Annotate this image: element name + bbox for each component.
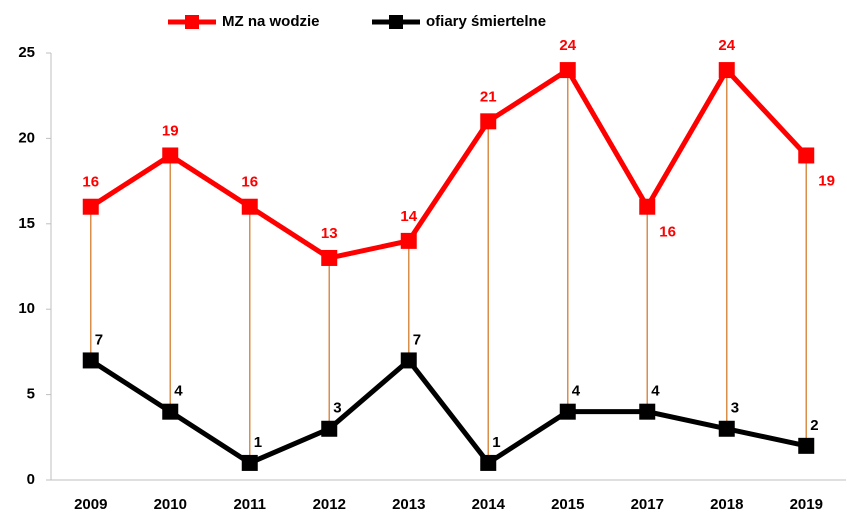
marker (82, 198, 99, 215)
x-tick-label: 2013 (392, 496, 425, 513)
marker (321, 420, 338, 437)
x-tick-label: 2012 (313, 496, 346, 513)
data-label: 1 (254, 434, 262, 451)
x-tick-label: 2009 (74, 496, 107, 513)
marker (241, 198, 258, 215)
marker (559, 403, 576, 420)
legend-marker (389, 15, 403, 29)
y-tick-label: 15 (18, 215, 35, 232)
y-tick-label: 25 (18, 44, 35, 61)
marker (798, 147, 815, 164)
data-label: 24 (718, 37, 735, 54)
x-tick-label: 2018 (710, 496, 743, 513)
data-label: 4 (572, 383, 581, 400)
series-line (89, 356, 807, 467)
x-tick-label: 2019 (790, 496, 823, 513)
data-label: 16 (659, 224, 676, 241)
marker (400, 352, 417, 369)
data-label: 13 (321, 225, 338, 242)
data-label: 19 (818, 172, 835, 189)
y-tick-label: 10 (18, 300, 35, 317)
marker (480, 454, 497, 471)
x-tick-label: 2014 (472, 496, 506, 513)
data-label: 2 (810, 417, 818, 434)
legend-label: MZ na wodzie (222, 13, 320, 30)
data-label: 19 (162, 122, 179, 139)
data-label: 4 (174, 383, 183, 400)
marker (718, 62, 735, 79)
data-label: 16 (82, 174, 99, 191)
marker (639, 403, 656, 420)
marker (321, 249, 338, 266)
data-label: 1 (492, 434, 500, 451)
legend-label: ofiary śmiertelne (426, 13, 546, 30)
marker (400, 232, 417, 249)
marker (480, 113, 497, 130)
data-label: 21 (480, 88, 497, 105)
x-tick-label: 2010 (154, 496, 187, 513)
data-label: 24 (559, 37, 576, 54)
y-tick-label: 20 (18, 129, 35, 146)
x-tick-label: 2011 (233, 496, 266, 513)
data-label: 7 (413, 331, 421, 348)
marker (639, 198, 656, 215)
data-label: 14 (400, 208, 417, 225)
marker (798, 437, 815, 454)
data-label: 3 (731, 400, 739, 417)
x-tick-label: 2017 (631, 496, 664, 513)
y-tick-label: 5 (27, 386, 35, 403)
y-tick-label: 0 (27, 471, 35, 488)
legend-marker (185, 15, 199, 29)
marker (162, 403, 179, 420)
marker (718, 420, 735, 437)
marker (241, 454, 258, 471)
data-label: 7 (95, 331, 103, 348)
marker (82, 352, 99, 369)
data-label: 16 (241, 174, 258, 191)
data-label: 3 (333, 400, 341, 417)
series-line (89, 65, 809, 261)
x-tick-label: 2015 (551, 496, 584, 513)
marker (559, 62, 576, 79)
data-label: 4 (651, 383, 660, 400)
marker (162, 147, 179, 164)
